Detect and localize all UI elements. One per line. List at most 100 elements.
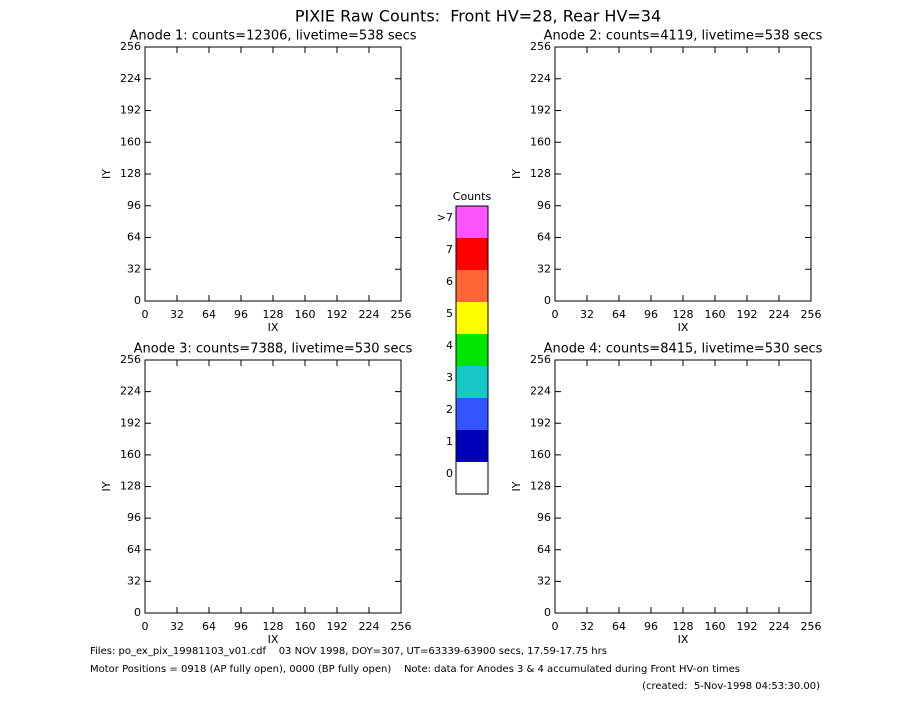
colorbar-label: 4 [446,339,453,352]
x-tick-label: 192 [327,620,348,633]
y-tick-label: 0 [134,606,141,619]
y-tick-label: 32 [127,262,141,275]
x-tick-label: 224 [769,308,790,321]
x-axis-label: IX [268,633,279,646]
x-tick-label: 128 [673,308,694,321]
colorbar-label: 6 [446,275,453,288]
colorbar-title: Counts [453,190,492,203]
x-tick-label: 64 [612,308,626,321]
x-tick-label: 0 [142,308,149,321]
y-tick-label: 224 [120,72,141,85]
y-tick-label: 64 [537,543,551,556]
panel-title: Anode 2: counts=4119, livetime=538 secs [544,29,823,44]
x-tick-label: 0 [552,620,559,633]
colorbar-label: 1 [446,435,453,448]
y-tick-label: 192 [120,104,141,117]
x-tick-label: 32 [170,620,184,633]
y-tick-label: 224 [530,385,551,398]
color-swatch [456,462,488,494]
x-tick-label: 160 [705,620,726,633]
y-tick-label: 192 [530,416,551,429]
panel-title: Anode 3: counts=7388, livetime=530 secs [134,342,413,357]
y-tick-label: 96 [127,199,141,212]
color-swatch [456,430,488,462]
panel-title: Anode 4: counts=8415, livetime=530 secs [544,342,823,357]
y-tick-label: 256 [530,353,551,366]
y-tick-label: 256 [120,353,141,366]
x-tick-label: 0 [142,620,149,633]
y-tick-label: 0 [134,294,141,307]
y-tick-label: 32 [127,574,141,587]
x-axis-label: IX [678,321,689,334]
footer-line: Motor Positions = 0918 (AP fully open), … [90,664,740,675]
y-tick-label: 128 [120,167,141,180]
y-tick-label: 160 [120,135,141,148]
y-tick-label: 96 [127,511,141,524]
x-tick-label: 64 [612,620,626,633]
x-tick-label: 0 [552,308,559,321]
footer-line: (created: 5-Nov-1998 04:53:30.00) [642,681,820,692]
x-tick-label: 64 [202,620,216,633]
x-tick-label: 256 [801,620,822,633]
y-tick-label: 64 [127,543,141,556]
x-tick-label: 256 [391,620,412,633]
colorbar-label: 2 [446,403,453,416]
y-tick-label: 224 [120,385,141,398]
x-tick-label: 256 [391,308,412,321]
x-tick-label: 192 [327,308,348,321]
y-axis-label: IY [510,169,523,179]
y-tick-label: 32 [537,574,551,587]
x-tick-label: 160 [295,620,316,633]
color-swatch [456,398,488,430]
y-tick-label: 128 [120,480,141,493]
y-tick-label: 160 [530,135,551,148]
y-tick-label: 160 [530,448,551,461]
y-tick-label: 256 [120,40,141,53]
y-tick-label: 96 [537,511,551,524]
x-tick-label: 32 [580,620,594,633]
x-tick-label: 256 [801,308,822,321]
color-swatch [456,302,488,334]
y-axis-label: IY [510,481,523,491]
x-tick-label: 224 [359,620,380,633]
x-tick-label: 160 [295,308,316,321]
x-axis-label: IX [268,321,279,334]
colorbar-label: 3 [446,371,453,384]
y-tick-label: 64 [537,231,551,244]
y-axis-label: IY [100,481,113,491]
footer-line: Files: po_ex_pix_19981103_v01.cdf 03 NOV… [90,646,607,657]
x-tick-label: 128 [263,620,284,633]
x-tick-label: 224 [359,308,380,321]
y-tick-label: 0 [544,606,551,619]
y-tick-label: 128 [530,167,551,180]
x-axis-label: IX [678,633,689,646]
y-tick-label: 192 [120,416,141,429]
x-tick-label: 224 [769,620,790,633]
x-tick-label: 96 [234,308,248,321]
y-tick-label: 96 [537,199,551,212]
colorbar-frame [455,205,489,495]
y-tick-label: 0 [544,294,551,307]
x-tick-label: 32 [580,308,594,321]
y-tick-label: 224 [530,72,551,85]
x-tick-label: 128 [263,308,284,321]
color-swatch [456,238,488,270]
y-tick-label: 128 [530,480,551,493]
color-swatch [456,206,488,238]
y-tick-label: 64 [127,231,141,244]
y-axis-label: IY [100,169,113,179]
x-tick-label: 96 [644,308,658,321]
y-tick-label: 192 [530,104,551,117]
color-swatch [456,366,488,398]
panel-title: Anode 1: counts=12306, livetime=538 secs [129,29,416,44]
x-tick-label: 192 [737,308,758,321]
colorbar-label: 0 [446,467,453,480]
y-tick-label: 160 [120,448,141,461]
color-swatch [456,270,488,302]
color-swatch [456,334,488,366]
colorbar-label: 5 [446,307,453,320]
colorbar-label: >7 [437,211,453,224]
x-tick-label: 32 [170,308,184,321]
x-tick-label: 64 [202,308,216,321]
figure-title: PIXIE Raw Counts: Front HV=28, Rear HV=3… [295,7,661,26]
